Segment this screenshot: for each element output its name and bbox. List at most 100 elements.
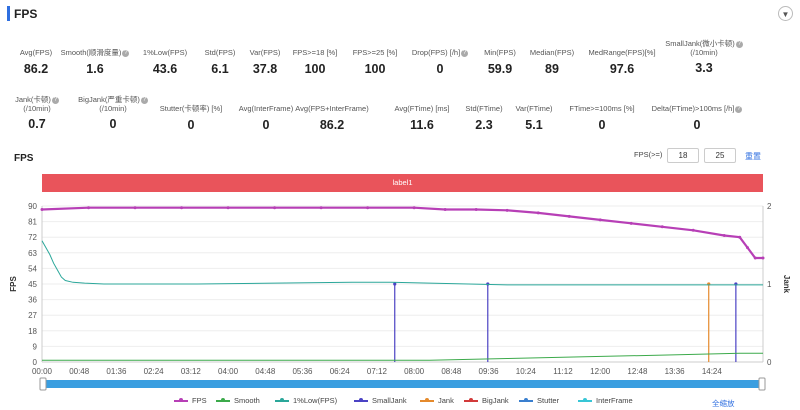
x-tick-label: 05:36	[292, 367, 313, 376]
collapse-chevron-icon[interactable]: ▼	[778, 6, 793, 21]
legend-swatch-icon	[354, 398, 368, 403]
stat-value: 0	[262, 118, 270, 132]
y-tick-label: 72	[28, 233, 37, 242]
help-icon[interactable]: ?	[140, 96, 148, 104]
stat-value: 0.7	[28, 117, 46, 131]
stat-label: Var(FTime)	[474, 104, 594, 113]
stats_row2-stat-1: BigJank(严重卡顿)? (/10min) 0	[53, 95, 173, 131]
y-tick-label: 9	[33, 342, 38, 351]
fps-threshold-1-input[interactable]: 18	[667, 148, 699, 163]
stat-value: 0	[187, 118, 195, 132]
label-bar[interactable]: label1	[42, 174, 763, 192]
stat-label-text: Median(FPS)	[529, 48, 575, 57]
stats_row2-stat-6: Std(FTime) 2.3	[424, 104, 544, 132]
stats_row2-stat-3: Avg(InterFrame) 0	[206, 104, 326, 132]
legend-item-stutter[interactable]: Stutter	[519, 396, 559, 405]
y-tick-label: 0	[33, 358, 38, 367]
stats_row2-stat-5: Avg(FTime) [ms] 11.6	[362, 104, 482, 132]
x-tick-label: 12:00	[590, 367, 611, 376]
stat-label-unit: (/10min)	[690, 48, 718, 57]
stats_row2-stat-9: Delta(FTime)>100ms [/h]? 0	[637, 104, 757, 132]
panel-header: FPS ▼	[0, 0, 800, 28]
series-fps-point	[226, 206, 230, 210]
help-icon[interactable]: ?	[461, 49, 469, 57]
y2-axis-title: Jank	[782, 275, 791, 294]
legend-swatch-icon	[519, 398, 533, 403]
stats_row1-stat-6: FPS>=25 [%] 100	[315, 48, 435, 76]
zoom-handle-right-icon[interactable]	[758, 377, 766, 391]
fps-chart[interactable]: 0 9 18 27 36 45 54 63 72 81 90 0 1 2 FPS Jank 00:00 00:48…	[0, 196, 800, 396]
stat-label-text: Smooth(顺滑度量)	[60, 48, 122, 57]
x-tick-label: 14:24	[702, 367, 723, 376]
legend-swatch-icon	[216, 398, 230, 403]
zoom-slider-track[interactable]	[42, 380, 763, 388]
stat-label: Avg(FPS+InterFrame)	[272, 104, 392, 113]
series-smalljank-point	[393, 282, 397, 286]
stat-label: FPS>=25 [%]	[315, 48, 435, 57]
y-tick-label: 45	[28, 280, 37, 289]
stats_row1-stat-9: Median(FPS) 89	[492, 48, 612, 76]
help-icon[interactable]: ?	[122, 49, 130, 57]
legend-item-1-low-fps-[interactable]: 1%Low(FPS)	[275, 396, 337, 405]
stat-value: 100	[364, 62, 386, 76]
stat-value: 100	[304, 62, 326, 76]
series-fps-point	[180, 206, 184, 210]
reset-zoom-button[interactable]: 全缩放	[712, 399, 735, 408]
fps-threshold-2-input[interactable]: 25	[704, 148, 736, 163]
stat-label: BigJank(严重卡顿)?	[53, 95, 173, 104]
stat-label: FTime>=100ms [%]	[542, 104, 662, 113]
stat-label: Median(FPS)	[492, 48, 612, 57]
series-fps-point	[536, 211, 540, 215]
help-icon[interactable]: ?	[735, 105, 743, 113]
stats_row1-stat-1: Smooth(顺滑度量)? 1.6	[35, 48, 155, 76]
series-1-low-fps--line	[41, 240, 763, 286]
series-fps-point	[691, 228, 695, 232]
x-tick-label: 10:24	[516, 367, 537, 376]
stats_row1-stat-7: Drop(FPS) [/h]? 0	[380, 48, 500, 76]
x-tick-label: 08:48	[441, 367, 462, 376]
y2-tick-label: 2	[767, 202, 772, 211]
legend-swatch-icon	[420, 398, 434, 403]
stat-label-text: MedRange(FPS)[%]	[588, 48, 656, 57]
stats_row1-stat-2: 1%Low(FPS) 43.6	[105, 48, 225, 76]
series-fps-point	[474, 207, 478, 211]
legend-label: FPS	[192, 396, 207, 405]
y2-tick-label: 1	[767, 280, 772, 289]
legend-item-jank[interactable]: Jank	[420, 396, 454, 405]
stat-label-text: FTime>=100ms [%]	[569, 104, 635, 113]
y-tick-label: 90	[28, 202, 37, 211]
series-fps-point	[722, 233, 726, 237]
stat-label-text: Avg(FPS+InterFrame)	[295, 104, 369, 113]
fps-filter-label: FPS(>=)	[634, 150, 663, 159]
legend-label: 1%Low(FPS)	[293, 396, 338, 405]
help-icon[interactable]: ?	[735, 40, 743, 48]
legend-item-bigjank[interactable]: BigJank	[464, 396, 509, 405]
stat-value: 1.6	[86, 62, 104, 76]
stat-value: 86.2	[23, 62, 49, 76]
legend-item-interframe[interactable]: InterFrame	[578, 396, 633, 405]
y-tick-label: 63	[28, 249, 37, 258]
stats_row2-stat-0: Jank(卡顿)? (/10min) 0.7	[0, 95, 97, 131]
stat-value: 59.9	[487, 62, 513, 76]
stat-value: 2.3	[475, 118, 493, 132]
series-fps-point	[629, 221, 633, 225]
legend-item-smooth[interactable]: Smooth	[216, 396, 260, 405]
reset-button[interactable]: 重置	[745, 152, 761, 161]
series-fps-line	[41, 206, 763, 260]
label-bar-text: label1	[392, 178, 413, 187]
y-tick-label: 36	[28, 296, 37, 305]
x-tick-label: 03:12	[181, 367, 202, 376]
help-icon[interactable]: ?	[51, 96, 59, 104]
y-tick-label: 54	[28, 264, 37, 273]
stat-value: 11.6	[410, 118, 434, 132]
zoom-handle-left-icon[interactable]	[39, 377, 47, 391]
x-tick-label: 00:00	[32, 367, 53, 376]
legend-item-fps[interactable]: FPS	[174, 396, 207, 405]
x-tick-label: 07:12	[367, 367, 388, 376]
stat-label: Std(FTime)	[424, 104, 544, 113]
legend-item-smalljank[interactable]: SmallJank	[354, 396, 407, 405]
stat-label: MedRange(FPS)[%]	[562, 48, 682, 57]
stat-label-text: Std(FTime)	[465, 104, 503, 113]
panel-title: FPS	[14, 7, 38, 21]
series-fps-point	[133, 206, 137, 210]
